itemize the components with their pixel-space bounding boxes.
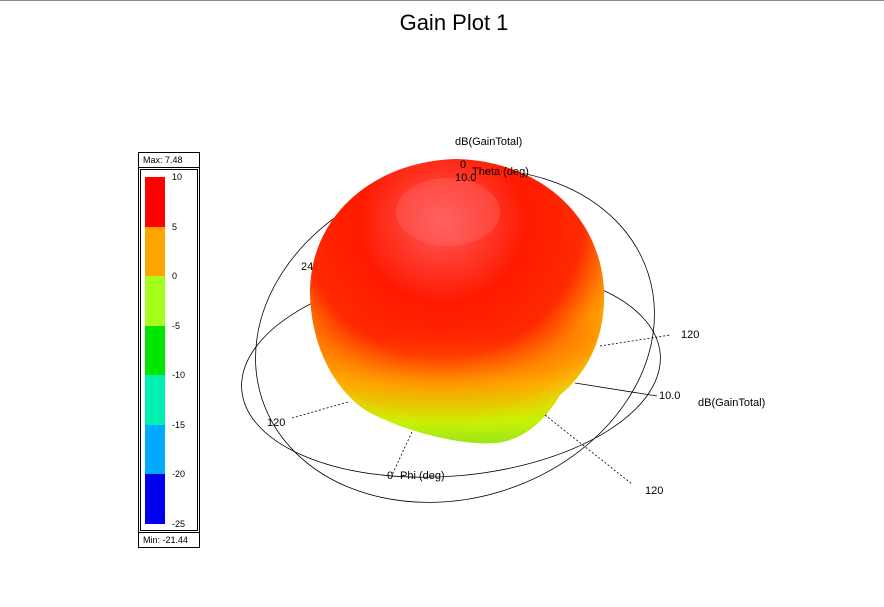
gain-axis-line <box>574 382 658 397</box>
chart-title: Gain Plot 1 <box>399 10 509 35</box>
colorbar-tick-label: 0 <box>172 271 178 281</box>
colorbar-tick-label: -15 <box>172 419 186 430</box>
colorbar-tick-label: -25 <box>172 518 186 529</box>
ring-120-dashed-bottom <box>544 414 633 485</box>
angle-label-120-left: 120 <box>267 417 285 429</box>
angle-label-120-bottom: 120 <box>645 485 663 497</box>
ring-120-dashed-right <box>599 334 671 347</box>
colorbar-band <box>145 375 165 425</box>
theta-axis-label: Theta (deg) <box>472 166 529 178</box>
gain-pattern-lobe <box>310 159 605 444</box>
ring-value-label: 10.0 <box>659 390 680 402</box>
angle-label-120-right: 120 <box>681 329 699 341</box>
colorbar-band <box>145 177 165 227</box>
colorbar-band <box>145 276 165 326</box>
colorbar-tick-label: 10 <box>172 172 183 182</box>
angle-label-24: 24 <box>301 261 313 273</box>
phi-axis-dashed <box>391 431 413 476</box>
colorbar-tick-label: 5 <box>172 221 178 232</box>
colorbar-band <box>145 474 165 524</box>
colorbar-band <box>145 226 165 276</box>
ring-120-dashed-left <box>291 401 349 419</box>
top-border <box>0 0 884 1</box>
phi-axis-label: Phi (deg) <box>400 470 445 482</box>
colorbar-tick-label: -20 <box>172 469 186 479</box>
colorbar-body: 10 5 0 -5 -10 -15 -20 -25 <box>140 169 198 531</box>
colorbar-band <box>145 424 165 474</box>
gain-axis-label: dB(GainTotal) <box>698 397 765 409</box>
gain-axis-top-label: dB(GainTotal) <box>455 136 522 148</box>
phi-zero-label: 0 <box>387 470 393 482</box>
colorbar-tick-label: -5 <box>172 320 181 331</box>
colorbar-tick-label: -10 <box>172 370 186 380</box>
colorbar-legend: Max: 7.48 10 5 0 -5 -10 -15 -20 -25 Min: -21.44 <box>138 152 200 548</box>
theta-zero-label: 0 <box>460 159 466 171</box>
colorbar-band <box>145 325 165 375</box>
colorbar-max-label: Max: 7.48 <box>139 153 199 168</box>
ring-value-top-label: 10.0 <box>455 172 476 184</box>
colorbar-min-label: Min: -21.44 <box>139 532 199 547</box>
